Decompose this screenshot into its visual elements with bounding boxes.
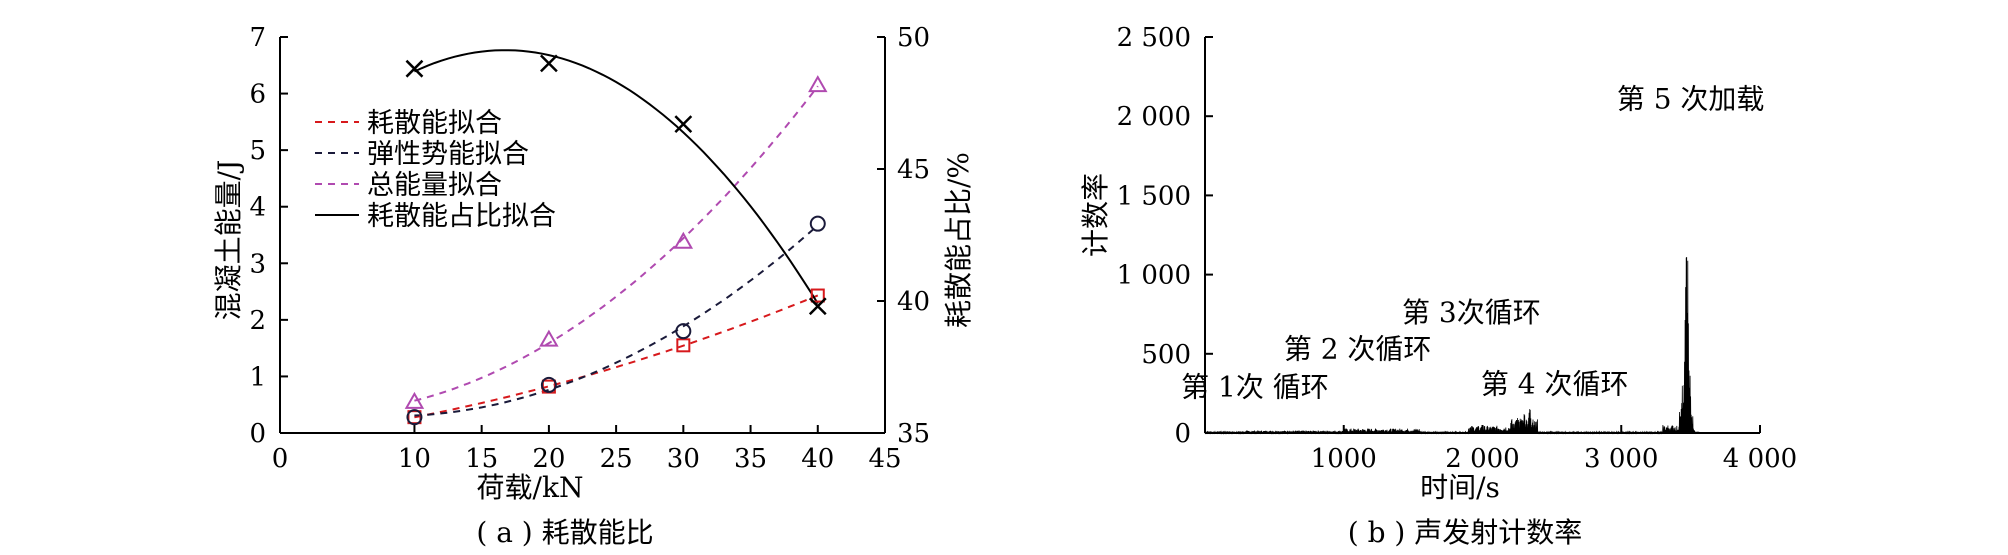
panel-a-y2tick-label: 40: [897, 287, 930, 317]
data-point-series-0: [676, 338, 691, 353]
panel-a-ytick-label: 5: [249, 136, 266, 166]
panel-a-xtick-label: 15: [465, 444, 498, 474]
data-point-series-2: [808, 75, 828, 93]
data-point-series-0: [810, 288, 825, 303]
panel-a-y2tick-label: 50: [897, 23, 930, 53]
fit-curve-series-0: [414, 294, 819, 419]
annotation-label-1: 第 1次 循环: [1181, 371, 1329, 404]
panel-b-ytick-label: 2 500: [1117, 23, 1191, 53]
panel-a-y2tick-label: 45: [897, 155, 930, 185]
panel-b-ytick-label: 1 500: [1117, 181, 1191, 211]
data-point-series-1: [406, 409, 423, 426]
panel-a-xtick-label: 0: [272, 444, 289, 474]
panel-b-ytick-label: 1 000: [1117, 261, 1191, 291]
panel-b-xtick-label: 1000: [1311, 444, 1377, 474]
legend-label-series-1: 弹性势能拟合: [367, 139, 529, 170]
panel-a-ylabel: 混凝土能量/J: [212, 160, 245, 321]
panel-b-xtick-label: 2 000: [1445, 444, 1519, 474]
panel-a-xtick-label: 40: [801, 444, 834, 474]
panel-a-y2tick-label: 35: [897, 419, 930, 449]
panel-b-caption: ( b ) 声发射计数率: [1348, 516, 1582, 549]
panel-a-ytick-label: 3: [249, 249, 266, 279]
panel-b-ytick-label: 2 000: [1117, 102, 1191, 132]
panel-b-ytick-label: 500: [1141, 340, 1191, 370]
panel-a-data-points: [404, 54, 828, 426]
legend-label-series-2: 总能量拟合: [367, 170, 502, 201]
fit-curve-series-1: [414, 224, 819, 417]
panel-a-fit-curves: [413, 49, 819, 419]
panel-b-xtick-label: 4 000: [1723, 444, 1797, 474]
legend-label-series-3: 耗散能占比拟合: [367, 201, 556, 232]
panel-a-ytick-label: 4: [249, 193, 266, 223]
annotation-label-3: 第 3次循环: [1402, 296, 1541, 329]
annotation-label-2: 第 2 次循环: [1284, 333, 1432, 366]
data-point-series-1: [809, 215, 826, 232]
data-point-series-3: [540, 54, 558, 73]
panel-a-ytick-label: 1: [249, 362, 266, 392]
panel-a-y2label: 耗散能占比/%: [942, 152, 975, 328]
panel-a-ytick-label: 2: [249, 306, 266, 336]
data-point-series-2: [673, 231, 694, 249]
panel-a-xtick-label: 45: [868, 444, 901, 474]
data-point-series-1: [540, 376, 557, 393]
panel-a-xtick-label: 20: [532, 444, 565, 474]
fit-curve-series-2: [414, 85, 819, 402]
panel-a-ytick-label: 0: [249, 419, 266, 449]
fit-curve-series-3: [413, 49, 819, 305]
panel-a-xtick-label: 10: [398, 444, 431, 474]
data-point-series-1: [675, 323, 692, 340]
panel-b-xtick-label: 3 000: [1584, 444, 1658, 474]
panel-a-ytick-label: 6: [249, 80, 266, 110]
count-rate-signal: [1204, 256, 1700, 435]
panel-a-xlabel: 荷载/kN: [477, 471, 584, 504]
data-point-series-3: [808, 297, 827, 316]
legend-label-series-0: 耗散能拟合: [367, 108, 502, 139]
panel-b-xlabel: 时间/s: [1420, 471, 1500, 504]
panel-a-caption: ( a ) 耗散能比: [476, 516, 653, 549]
data-point-series-2: [404, 391, 425, 409]
annotation-label-5: 第 5 次加载: [1617, 82, 1765, 115]
data-point-series-2: [539, 329, 559, 347]
data-point-series-3: [405, 59, 424, 78]
panel-b-count-rate-signal: [1204, 256, 1700, 435]
panel-b-ylabel: 计数率: [1079, 173, 1112, 257]
data-point-series-3: [674, 115, 693, 134]
panel-a-xtick-label: 25: [600, 444, 633, 474]
panel-b-origin-label: 0: [1174, 419, 1191, 449]
annotation-label-4: 第 4 次循环: [1481, 367, 1629, 400]
panel-a-ytick-label: 7: [249, 23, 266, 53]
panel-a-xtick-label: 30: [667, 444, 700, 474]
panel-a-xtick-label: 35: [734, 444, 767, 474]
